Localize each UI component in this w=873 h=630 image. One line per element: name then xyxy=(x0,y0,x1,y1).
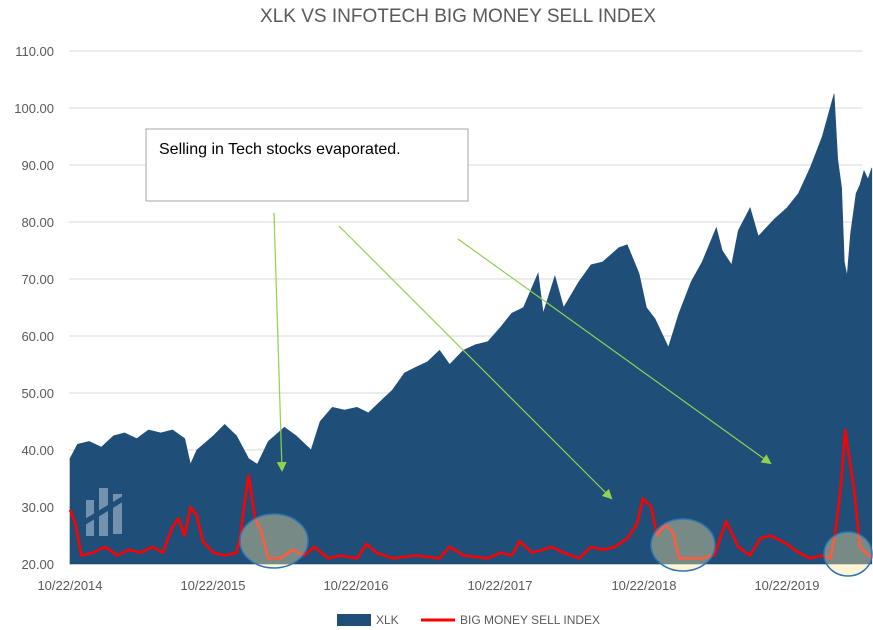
x-axis-ticks: 10/22/2014 10/22/2015 10/22/2016 10/22/2017… xyxy=(37,578,819,593)
annotation-arrow xyxy=(338,225,613,500)
y-tick-label: 110.00 xyxy=(15,44,54,59)
y-tick-label: 50.00 xyxy=(21,386,54,401)
legend-label-sell-index: BIG MONEY SELL INDEX xyxy=(460,613,600,627)
x-tick-label: 10/22/2017 xyxy=(467,578,532,593)
y-tick-label: 40.00 xyxy=(21,443,54,458)
annotation-textbox xyxy=(145,128,469,202)
xlk-area xyxy=(69,93,873,565)
x-tick-label: 10/22/2018 xyxy=(611,578,676,593)
x-tick-label: 10/22/2015 xyxy=(180,578,245,593)
x-tick-label: 10/22/2016 xyxy=(323,578,388,593)
legend-label-xlk: XLK xyxy=(376,613,399,627)
x-tick-label: 10/22/2019 xyxy=(754,578,819,593)
x-tick-label: 10/22/2014 xyxy=(37,578,102,593)
highlight-ellipse xyxy=(239,513,309,569)
annotation-text: Selling in Tech stocks evaporated. xyxy=(159,141,401,158)
sell-index-line-layer xyxy=(68,428,873,560)
annotations: Selling in Tech stocks evaporated. xyxy=(80,128,873,577)
xlk-area-layer xyxy=(69,93,873,565)
highlight-ellipse xyxy=(650,518,716,572)
highlight-ellipse xyxy=(823,531,873,577)
y-tick-label: 20.00 xyxy=(21,557,54,572)
y-tick-label: 60.00 xyxy=(21,329,54,344)
legend-swatch-xlk xyxy=(337,614,371,626)
y-tick-label: 90.00 xyxy=(21,158,54,173)
y-tick-label: 100.00 xyxy=(14,101,54,116)
y-tick-label: 80.00 xyxy=(21,215,54,230)
y-tick-label: 70.00 xyxy=(21,272,54,287)
sell-index-line xyxy=(68,428,873,560)
annotation-arrow xyxy=(273,212,287,472)
watermark-logo-icon xyxy=(80,488,126,536)
y-tick-label: 30.00 xyxy=(21,500,54,515)
chart-title: XLK VS INFOTECH BIG MONEY SELL INDEX xyxy=(260,6,656,27)
annotation-arrow xyxy=(457,238,772,465)
legend: XLK BIG MONEY SELL INDEX xyxy=(337,613,600,627)
y-axis-ticks: 20.00 30.00 40.00 50.00 60.00 70.00 80.00 90.00… xyxy=(14,44,54,572)
